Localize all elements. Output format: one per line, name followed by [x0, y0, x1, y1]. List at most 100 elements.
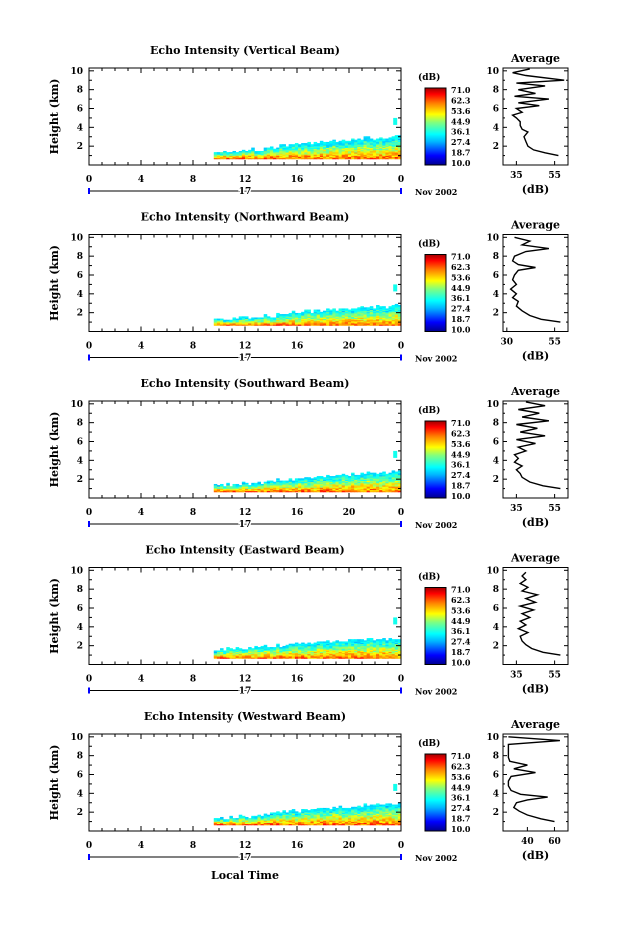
heatmap-cell	[335, 816, 339, 819]
heatmap-cell	[238, 155, 243, 158]
heatmap-cell	[307, 818, 311, 820]
heatmap-cell	[379, 147, 383, 150]
heatmap-cell	[245, 820, 249, 822]
heatmap-cell	[397, 490, 402, 493]
heatmap-cell	[338, 490, 343, 493]
heatmap-cell	[351, 472, 355, 475]
heatmap-cell	[220, 323, 224, 325]
heatmap-cell	[388, 481, 393, 484]
heatmap-cell	[269, 147, 274, 150]
heatmap-cell	[285, 316, 290, 318]
heatmap-cell	[366, 472, 371, 475]
heatmap-cell	[372, 819, 377, 821]
heatmap-cell	[266, 319, 271, 322]
heatmap-cell	[291, 486, 296, 488]
heatmap-cell	[326, 652, 330, 655]
heatmap-cell	[273, 489, 277, 492]
heatmap-cell	[379, 318, 383, 321]
heatmap-cell	[329, 811, 333, 813]
heatmap-cell	[304, 653, 308, 656]
heatmap-cell	[223, 487, 227, 489]
heatmap-cell	[229, 155, 233, 158]
heatmap-cell	[260, 150, 265, 153]
heatmap-cell	[310, 816, 315, 819]
heatmap-cell	[332, 309, 336, 312]
heatmap-cell	[235, 820, 240, 822]
heatmap-cell	[385, 648, 389, 650]
heatmap-cell	[388, 638, 393, 640]
heatmap-cell	[366, 649, 371, 651]
heatmap-cell	[382, 816, 386, 819]
heatmap-cell	[382, 321, 386, 324]
heatmap-cell	[307, 478, 311, 480]
heatmap-cell	[285, 651, 290, 654]
heatmap-cell	[376, 639, 380, 641]
heatmap-cell	[257, 153, 261, 155]
x-tick-label: 20	[343, 342, 356, 352]
heatmap-cell	[266, 154, 271, 156]
heatmap-cell	[294, 650, 299, 652]
heatmap-cell	[326, 647, 330, 649]
heatmap-cell	[288, 150, 293, 153]
heatmap-cell	[285, 148, 290, 151]
heatmap-cell	[319, 312, 324, 315]
heatmap-cell	[376, 652, 380, 655]
heatmap-cell	[351, 649, 355, 651]
heatmap-cell	[254, 486, 258, 488]
heatmap-cell	[397, 143, 402, 145]
heatmap-cell	[394, 147, 399, 150]
heatmap-cell	[341, 485, 346, 487]
heatmap-cell	[394, 312, 399, 315]
heatmap-cell	[366, 474, 371, 477]
heatmap-cell	[276, 814, 280, 817]
heatmap-cell	[282, 485, 286, 487]
heatmap-cell	[226, 820, 230, 822]
heatmap-cell	[291, 146, 296, 148]
heatmap-cell	[397, 139, 402, 142]
heatmap-cell	[385, 811, 389, 813]
heatmap-cell	[354, 152, 358, 154]
heatmap-cell	[232, 818, 237, 820]
heatmap-cell	[376, 140, 380, 143]
heatmap-cell	[376, 141, 380, 144]
heatmap-cell	[319, 486, 324, 488]
heatmap-cell	[341, 482, 346, 485]
heatmap-cell	[316, 324, 321, 326]
heatmap-cell	[220, 321, 224, 324]
colorbar-label: 53.6	[451, 605, 471, 615]
average-x-label: (dB)	[522, 849, 549, 862]
heatmap-cell	[310, 810, 315, 812]
heatmap-cell	[279, 814, 283, 817]
heatmap-cell	[385, 485, 389, 487]
heatmap-cell	[338, 813, 343, 816]
heatmap-cell	[254, 821, 258, 824]
heatmap-cell	[298, 816, 302, 819]
heatmap-cell	[294, 480, 299, 483]
heatmap-cell	[357, 153, 361, 155]
heatmap-cell	[226, 483, 230, 486]
heatmap-cell	[394, 471, 399, 474]
heatmap-cell	[344, 318, 349, 321]
heatmap-cell	[276, 487, 280, 489]
heatmap-cell	[235, 154, 240, 156]
heatmap-cell	[388, 641, 393, 643]
heatmap-cell	[363, 312, 368, 315]
heatmap-cell	[338, 478, 343, 480]
heatmap-cell	[304, 650, 308, 652]
heatmap-cell	[319, 652, 324, 655]
heatmap-cell	[241, 157, 246, 160]
heatmap-cell	[213, 822, 218, 825]
heatmap-cell	[397, 319, 402, 322]
heatmap-cell	[301, 320, 305, 323]
panel-3: Echo Intensity (Southward Beam)Height (k…	[48, 377, 569, 532]
average-y-tick-label: 4	[493, 456, 499, 466]
heatmap-cell	[354, 144, 358, 146]
heatmap-cell	[385, 139, 389, 142]
heatmap-cell	[366, 822, 371, 825]
heatmap-cell	[294, 819, 299, 821]
heatmap-cell	[357, 141, 361, 144]
heatmap-cell	[279, 652, 283, 655]
heatmap-cell	[254, 650, 258, 652]
heatmap-cell	[369, 311, 374, 314]
heatmap-cell	[376, 657, 380, 659]
